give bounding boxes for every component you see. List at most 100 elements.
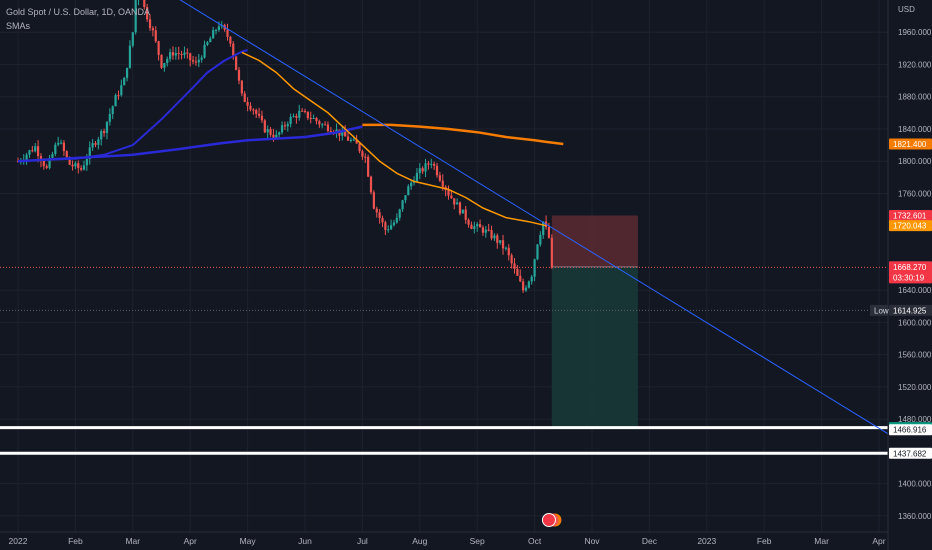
candle-body: [226, 29, 229, 37]
candle-body: [177, 53, 180, 55]
candle-body: [390, 225, 393, 230]
horizontal-levels[interactable]: [0, 266, 888, 455]
candle-body: [68, 156, 71, 165]
candle-body: [447, 190, 450, 196]
y-tick-label: 1520.000: [898, 383, 932, 392]
candle-body: [349, 140, 353, 142]
y-tick-label: 1640.000: [898, 286, 932, 295]
candle-body: [114, 95, 117, 107]
candle-body: [315, 117, 318, 122]
candle-body: [301, 110, 304, 112]
candle-body: [148, 19, 152, 29]
trendline[interactable]: [167, 0, 891, 436]
candle-body: [134, 0, 137, 33]
candle-body: [295, 115, 298, 118]
candle-body: [473, 226, 476, 229]
economic-event-icon[interactable]: [541, 513, 556, 527]
price-tags: 1821.4001732.6011720.0431668.9741668.270…: [870, 138, 932, 459]
candle-body: [516, 268, 519, 276]
x-tick-label: Feb: [757, 536, 772, 546]
y-tick-label: 1600.000: [898, 318, 932, 327]
candle-body: [384, 222, 387, 231]
candle-body: [54, 144, 57, 154]
candle-body: [36, 146, 40, 156]
y-tick-label: 1400.000: [898, 480, 932, 489]
candle-body: [65, 151, 68, 157]
candle-body: [100, 131, 103, 140]
x-tick-label: Dec: [642, 536, 658, 546]
candle-body: [344, 131, 347, 137]
candle-body: [243, 93, 246, 102]
candle-body: [117, 95, 120, 97]
candle-body: [361, 151, 364, 157]
time-axis[interactable]: 2022 Feb Mar Apr May Jun Jul Aug Sep Oct Nov Dec 202…: [0, 531, 888, 546]
candle-body: [487, 229, 490, 231]
candle-body: [303, 110, 307, 112]
trendline-layer[interactable]: [167, 0, 891, 436]
x-tick-label: Mar: [125, 536, 140, 546]
candle-body: [435, 165, 439, 176]
candle-body: [329, 130, 332, 132]
candle-body: [501, 240, 505, 249]
candle-body: [369, 176, 373, 193]
candle-body: [499, 240, 502, 243]
candle-body: [31, 150, 34, 152]
candle-body: [229, 36, 232, 44]
candle-body: [82, 165, 86, 170]
candle-body: [28, 150, 31, 155]
candle-body: [381, 217, 384, 223]
chart-title: Gold Spot / U.S. Dollar, 1D, OANDA: [6, 7, 151, 17]
sma-long-line: [362, 123, 564, 146]
candle-body: [433, 163, 436, 166]
candle-body: [217, 26, 220, 30]
candle-body: [97, 139, 100, 145]
candle-body: [467, 219, 470, 225]
candle-body: [80, 168, 83, 170]
x-tick-label: Sep: [470, 536, 485, 546]
candle-body: [206, 42, 209, 45]
candle-body: [404, 195, 407, 201]
take-profit-zone[interactable]: [551, 266, 638, 428]
candle-body: [395, 217, 398, 223]
sma-lines: [17, 49, 564, 227]
candle-body: [438, 175, 441, 181]
candle-body: [496, 235, 499, 243]
candle-body: [88, 147, 91, 160]
candle-body: [146, 7, 149, 20]
candle-body: [458, 202, 462, 214]
candle-body: [286, 123, 289, 127]
candle-body: [157, 41, 160, 55]
candle-body: [430, 163, 433, 165]
candle-body: [358, 143, 361, 152]
sma-short-line: [241, 51, 547, 227]
candle-body: [378, 212, 381, 218]
candle-body: [272, 134, 275, 138]
candle-body: [453, 198, 456, 205]
candle-body: [415, 173, 419, 182]
candle-body: [372, 192, 375, 209]
events-flag[interactable]: [541, 513, 562, 527]
candle-body: [450, 195, 453, 199]
x-tick-label: Oct: [528, 536, 542, 546]
candle-body: [418, 168, 421, 174]
x-tick-label: Apr: [184, 536, 197, 546]
candle-body: [200, 57, 203, 60]
candle-body: [312, 117, 315, 119]
y-tick-label: 1800.000: [898, 157, 932, 166]
low-marker-box: [870, 304, 888, 316]
candle-body: [292, 115, 295, 117]
candle-body: [484, 229, 487, 233]
x-tick-label: 2023: [697, 536, 716, 546]
candle-body: [108, 114, 111, 122]
stop-loss-zone[interactable]: [551, 215, 638, 267]
indicator-legend[interactable]: SMAs: [6, 21, 31, 31]
candle-body: [25, 154, 28, 160]
candle-body: [461, 209, 464, 214]
position-zones[interactable]: [551, 215, 638, 428]
x-tick-label: 2022: [9, 536, 28, 546]
candle-body: [321, 124, 324, 126]
candle-body: [111, 106, 114, 115]
candle-body: [62, 142, 66, 152]
y-tick-label: 1560.000: [898, 351, 932, 360]
